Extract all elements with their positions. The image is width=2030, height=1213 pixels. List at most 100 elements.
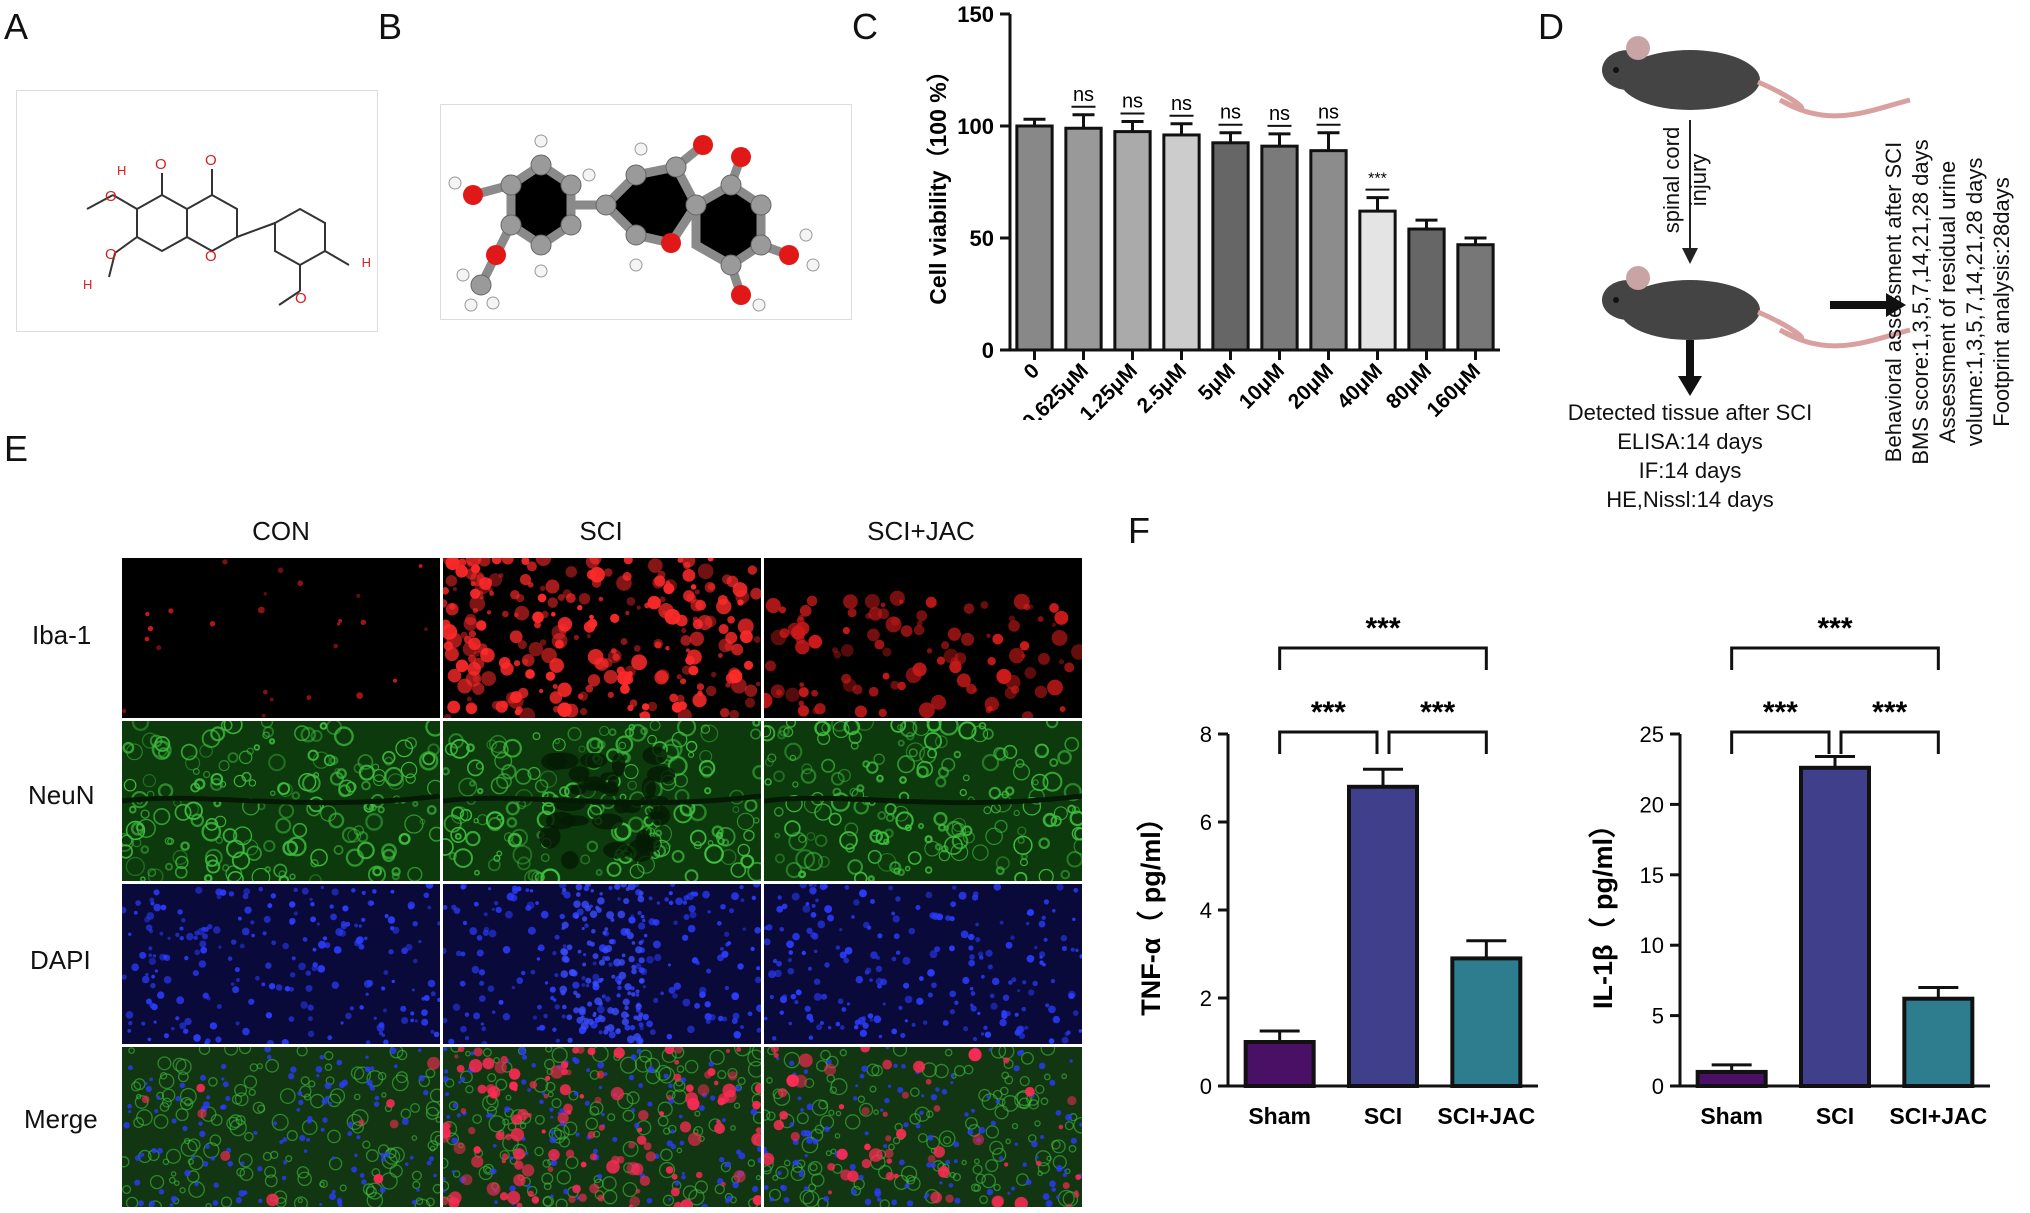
x-tick-label: 2.5μM (1133, 359, 1191, 417)
y-tick-label: 50 (970, 226, 994, 251)
column-label-con: CON (252, 516, 310, 546)
significance-label: *** (1763, 696, 1798, 729)
row-label-merge: Merge (24, 1104, 98, 1134)
bar (1799, 765, 1871, 1089)
detected-tissue-text: Detected tissue after SCI ELISA:14 days … (1540, 398, 1840, 514)
micrograph-con-neun (122, 721, 440, 881)
y-tick-label: 10 (1640, 933, 1664, 958)
detected-line-2: ELISA:14 days (1617, 429, 1763, 454)
y-tick-label: 8 (1200, 722, 1212, 747)
significance-label: *** (1365, 612, 1400, 645)
workflow-panel: spinal cord injury Detected tissue after… (1568, 20, 2020, 540)
y-tick-label: 150 (957, 2, 994, 27)
y-tick-label: 0 (1200, 1074, 1212, 1099)
y-tick-label: 100 (957, 114, 994, 139)
arrow-label-line-1: spinal cord (1659, 126, 1684, 234)
behavior-arrow-icon (1886, 293, 1906, 317)
micrograph-sci-iba1 (443, 558, 761, 718)
atom-o-1: O (155, 156, 167, 173)
significance-label: ns (1171, 93, 1192, 115)
panel-letter-b: B (378, 6, 403, 47)
row-label-neun: NeuN (28, 780, 95, 810)
atom-h-3: H (362, 255, 371, 270)
behavior-line-2: BMS score:1,3,5,7,14,21,28 days (1908, 139, 1933, 465)
y-tick-label: 15 (1640, 863, 1664, 888)
x-tick-label: SCI+JAC (1889, 1103, 1987, 1129)
ring-b (274, 207, 326, 267)
x-tick-label: 5μM (1194, 359, 1240, 405)
behavior-line-1: Behavioral assessment after SCI (1881, 141, 1906, 463)
behavior-line-4: volume:1,3,5,7,14,21,28 days (1962, 157, 1987, 447)
y-tick-label: 5 (1652, 1004, 1664, 1029)
significance-label: ns (1220, 102, 1241, 124)
detected-line-4: HE,Nissl:14 days (1606, 487, 1774, 512)
detected-line-1: Detected tissue after SCI (1567, 400, 1813, 425)
behavior-line-3: Assessment of residual urine (1935, 160, 1960, 444)
significance-label: *** (1368, 171, 1387, 188)
mouse-bottom-icon (1602, 266, 1911, 349)
significance-label: *** (1311, 696, 1346, 729)
cell-viability-chart: 0501001500ns0.625μMns1.25μMns2.5μMns5μMn… (925, 2, 1500, 420)
panel-letter-d: D (1538, 6, 1564, 47)
mouse-top-icon (1602, 36, 1911, 119)
y-tick-label: 25 (1640, 722, 1664, 747)
y-tick-label: 20 (1640, 792, 1664, 817)
atom-h-1: H (117, 163, 126, 178)
significance-label: ns (1073, 84, 1094, 106)
bar (1162, 133, 1201, 352)
bar (1358, 209, 1397, 352)
significance-bracket (1387, 730, 1488, 754)
ring-c (186, 193, 238, 253)
significance-bracket (1839, 730, 1940, 754)
structure-3d-panel (440, 104, 852, 320)
bar (1243, 1040, 1316, 1088)
atom-o-3: O (105, 188, 117, 205)
arrow-label: spinal cord injury (1658, 120, 1712, 240)
significance-bracket (1278, 730, 1379, 754)
detect-arrow-icon (1678, 376, 1702, 396)
row-label-dapi: DAPI (30, 945, 91, 975)
y-tick-label: 0 (1652, 1074, 1664, 1099)
atom-o-4: O (105, 246, 117, 263)
significance-label: *** (1817, 612, 1852, 645)
x-tick-label: SCI (1364, 1103, 1402, 1129)
bar (1260, 144, 1299, 352)
significance-label: ns (1318, 102, 1339, 124)
micrograph-sci-dapi (443, 884, 761, 1044)
down-arrow-icon (1682, 248, 1698, 264)
x-tick-label: 20μM (1284, 359, 1338, 413)
bar (1211, 141, 1250, 352)
bar (1407, 227, 1446, 352)
structure-2d-panel: O O O O O O H H H (16, 90, 378, 332)
bar (1695, 1069, 1768, 1089)
y-tick-label: 2 (1200, 986, 1212, 1011)
x-tick-label: SCI (1816, 1103, 1854, 1129)
atom-o-6: O (295, 290, 307, 307)
bar (1902, 996, 1975, 1089)
significance-label: ns (1269, 103, 1290, 125)
behavior-line-5: Footprint analysis:28days (1989, 177, 2014, 427)
atom-h-2: H (83, 277, 92, 292)
bar (1064, 126, 1103, 352)
micrograph-sci-jac-dapi (764, 884, 1082, 1044)
x-tick-label: 160μM (1423, 359, 1486, 420)
bar (1347, 784, 1419, 1089)
x-tick-label: 10μM (1235, 359, 1289, 413)
x-tick-label: 40μM (1333, 359, 1387, 413)
micrograph-sci-jac-merge (764, 1047, 1082, 1207)
micrograph-con-dapi (122, 884, 440, 1044)
x-tick-label: 0 (1020, 359, 1045, 384)
arrow-label-line-2: injury (1686, 153, 1711, 207)
y-axis-title: Cell viability（100 %） (925, 59, 951, 304)
micrograph-sci-neun (443, 721, 761, 881)
x-tick-label: Sham (1248, 1103, 1311, 1129)
bar (1015, 124, 1054, 352)
micrograph-grid (122, 558, 1082, 1210)
bar (1309, 149, 1348, 352)
structure-3d-drawing (448, 134, 820, 312)
y-axis-title: TNF-α（ pg/ml） (1136, 804, 1166, 1016)
significance-label: *** (1420, 696, 1455, 729)
bar (1113, 130, 1152, 352)
micrograph-con-iba1 (122, 558, 440, 718)
significance-bracket (1278, 646, 1488, 670)
